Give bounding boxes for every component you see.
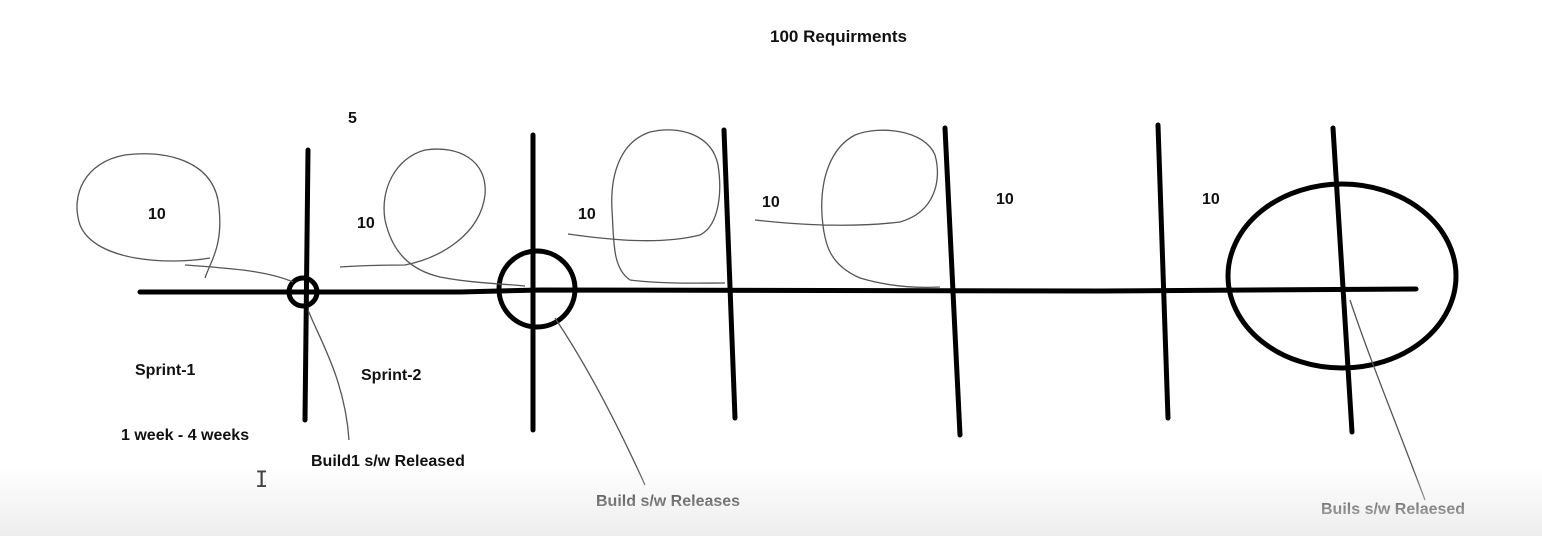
boundary-1 xyxy=(302,147,311,423)
release-label-2: Build s/w Releases xyxy=(596,493,740,510)
sprint-duration: 1 week - 4 weeks xyxy=(121,427,249,444)
iteration-count-5: 10 xyxy=(996,191,1014,208)
boundary-3 xyxy=(721,127,738,421)
release-marker-small xyxy=(286,275,320,309)
release-marker-medium xyxy=(496,248,578,330)
release-marker-large xyxy=(1225,181,1459,371)
diagram-title: 100 Requirments xyxy=(770,27,907,46)
loop-1 xyxy=(76,153,294,283)
release-markers xyxy=(286,181,1459,371)
iteration-loops xyxy=(76,129,1426,501)
loop-2 xyxy=(339,148,526,287)
sprint-label-1: Sprint-1 xyxy=(135,362,196,379)
release-label-3: Buils s/w Relaesed xyxy=(1321,501,1465,518)
iteration-count-2: 10 xyxy=(357,215,375,232)
iteration-count-6: 10 xyxy=(1202,191,1220,208)
boundary-4 xyxy=(942,125,963,438)
count-label: 5 xyxy=(348,110,357,127)
sprint-boundaries xyxy=(302,122,1355,438)
pointer-3 xyxy=(1349,299,1426,501)
sprint-label-2: Sprint-2 xyxy=(361,367,422,384)
iteration-count-4: 10 xyxy=(762,194,780,211)
loop-4 xyxy=(754,129,941,288)
release-label-1: Build1 s/w Released xyxy=(311,453,465,470)
boundary-5 xyxy=(1155,122,1171,421)
text-cursor-icon: I xyxy=(255,468,269,493)
pointer-1 xyxy=(307,309,350,441)
pointer-2 xyxy=(554,317,646,486)
iteration-count-3: 10 xyxy=(578,206,596,223)
boundary-6 xyxy=(1330,125,1355,435)
timeline-axis xyxy=(137,286,1419,295)
iteration-count-1: 10 xyxy=(148,206,166,223)
loop-3 xyxy=(567,129,726,284)
